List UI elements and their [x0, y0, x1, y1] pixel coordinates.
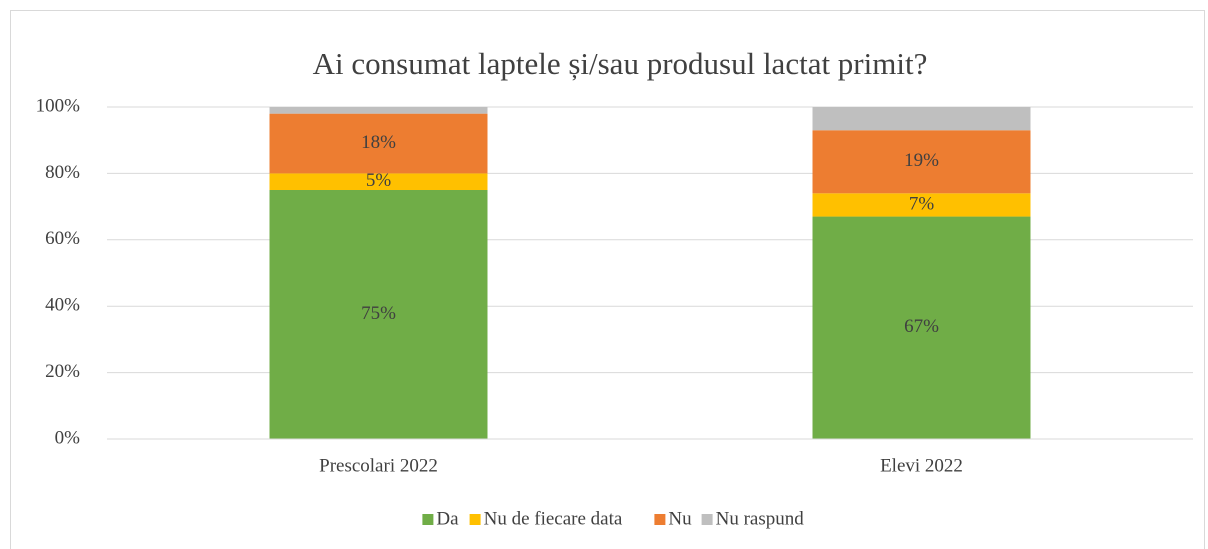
bar-segment — [812, 130, 1031, 194]
legend-label: Nu raspund — [716, 508, 805, 529]
y-tick-label: 60% — [45, 228, 80, 249]
y-tick-label: 20% — [45, 361, 80, 382]
y-tick-label: 80% — [45, 162, 80, 183]
bar-segment — [269, 190, 488, 439]
bar-segment — [812, 216, 1031, 439]
y-tick-label: 40% — [45, 295, 80, 316]
bar-segment — [812, 107, 1031, 131]
legend-swatch — [654, 514, 666, 525]
x-tick-label: Elevi 2022 — [880, 455, 963, 476]
data-label: 19% — [904, 150, 939, 171]
legend-swatch — [469, 514, 481, 525]
legend-label: Nu — [668, 508, 692, 529]
data-label: 7% — [909, 193, 935, 214]
legend-swatch — [422, 514, 434, 525]
chart-title: Ai consumat laptele și/sau produsul lact… — [313, 46, 928, 81]
y-tick-label: 0% — [55, 427, 81, 448]
bar-segment — [269, 113, 488, 174]
data-label: 75% — [361, 303, 396, 324]
legend-label: Da — [436, 508, 459, 529]
data-label: 5% — [366, 170, 392, 191]
x-tick-label: Prescolari 2022 — [319, 455, 438, 476]
bar-segment — [269, 107, 488, 114]
data-label: 18% — [361, 132, 396, 153]
legend-label: Nu de fiecare data — [484, 508, 623, 529]
data-label: 67% — [904, 316, 939, 337]
y-tick-label: 100% — [36, 95, 81, 116]
legend-swatch — [701, 514, 713, 525]
bar-segment — [812, 193, 1031, 217]
bar-segment — [269, 173, 488, 190]
